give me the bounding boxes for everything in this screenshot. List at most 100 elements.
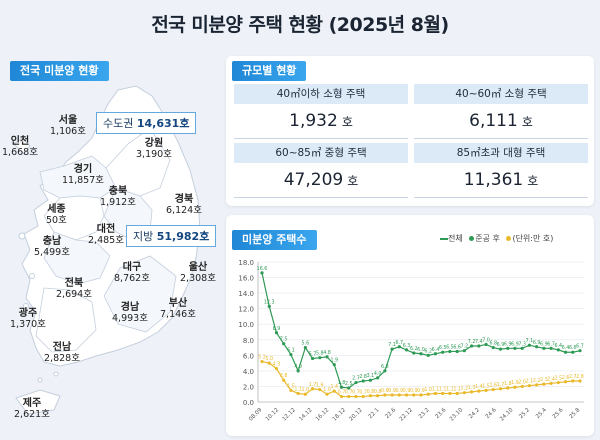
series-completed-data-label: 1.1 bbox=[432, 386, 440, 392]
series-total-point bbox=[469, 344, 474, 348]
size-item-value: 47,209 호 bbox=[283, 170, 359, 190]
series-completed-data-label: 0.8 bbox=[374, 389, 382, 395]
series-completed-point bbox=[347, 394, 351, 399]
x-tick-label: 22.1 bbox=[368, 407, 381, 420]
series-total-data-label: 6.3 bbox=[403, 343, 411, 349]
series-completed-point bbox=[368, 394, 373, 398]
series-completed-point bbox=[535, 383, 539, 387]
series-completed-data-label: 5.2 bbox=[258, 355, 266, 361]
series-completed-data-label: 1.7 bbox=[497, 382, 505, 388]
series-completed-data-label: 4.3 bbox=[273, 362, 281, 368]
series-completed-data-label: 0.7 bbox=[338, 390, 346, 396]
series-total-point bbox=[441, 350, 445, 354]
series-total-point bbox=[296, 369, 300, 373]
series-total-point bbox=[426, 353, 430, 357]
series-total-point bbox=[477, 344, 481, 348]
series-total-point bbox=[332, 363, 336, 367]
region-seoul: 서울 1,106호 bbox=[50, 115, 86, 137]
series-completed-data-label: 1.5 bbox=[287, 383, 295, 389]
series-total-point bbox=[563, 350, 568, 354]
series-completed-point bbox=[448, 391, 452, 396]
chart-panel bbox=[226, 215, 594, 436]
series-completed-point bbox=[419, 393, 423, 397]
korea-map-shape bbox=[13, 85, 201, 415]
x-tick-label: 22.6 bbox=[384, 407, 397, 420]
legend-completed-label: 준공 후 bbox=[475, 234, 500, 243]
series-total-data-label: 5.8 bbox=[316, 351, 324, 357]
series-completed-data-label: 0.9 bbox=[403, 388, 411, 394]
x-tick-label: 23.6 bbox=[435, 407, 448, 420]
series-completed-data-label: 0.9 bbox=[417, 388, 425, 394]
series-total-point bbox=[513, 346, 517, 350]
series-total-data-label: 6.6 bbox=[569, 345, 577, 351]
region-chungbuk: 충북 1,912호 bbox=[100, 186, 136, 208]
series-total-data-label: 7.1 bbox=[526, 338, 534, 344]
series-completed-data-label: 1.1 bbox=[439, 386, 447, 392]
size-grid: 40㎡이하 소형 주택 1,932 호 40~60㎡ 소형 주택 6,111 호 6… bbox=[234, 84, 588, 198]
x-tick-label: 10.12 bbox=[265, 407, 280, 422]
series-completed-data-label: 2.8 bbox=[280, 373, 288, 379]
series-completed-data-label: 2.6 bbox=[562, 375, 570, 381]
series-total-point bbox=[578, 349, 582, 353]
series-total-data-label: 5.6 bbox=[302, 341, 310, 347]
series-completed-point bbox=[303, 392, 307, 396]
series-completed-point bbox=[383, 393, 387, 397]
size-item-label: 60~85㎡ 중형 주택 bbox=[234, 143, 408, 163]
x-tick-label: 23.2 bbox=[418, 407, 431, 420]
series-total-data-label: 7.3 bbox=[518, 341, 526, 347]
series-total-data-label: 2.8 bbox=[359, 374, 367, 380]
legend-total-line bbox=[440, 237, 448, 240]
series-total-point bbox=[310, 356, 315, 361]
series-total-data-label: 4.0 bbox=[294, 364, 302, 370]
series-completed-data-label: 1.8 bbox=[504, 381, 512, 387]
series-total-data-label: 1.8 bbox=[338, 380, 346, 386]
legend-total-label: 전체 bbox=[448, 234, 463, 243]
x-tick-label: 12.12 bbox=[282, 407, 297, 422]
series-completed-point bbox=[260, 359, 264, 364]
series-completed-point bbox=[441, 391, 445, 396]
series-completed-data-label: 1.5 bbox=[482, 383, 490, 389]
series-completed-point bbox=[542, 382, 546, 386]
x-tick-label: 22.12 bbox=[399, 407, 414, 422]
series-total-data-label: 6.5 bbox=[446, 344, 454, 350]
series-completed-point bbox=[390, 393, 394, 397]
series-completed-point bbox=[469, 390, 474, 394]
page-title: 전국 미분양 주택 현황 (2025년 8월) bbox=[151, 14, 449, 36]
series-completed-data-label: 2.3 bbox=[540, 377, 548, 383]
region-jeju: 제주 2,621호 bbox=[14, 398, 50, 420]
series-completed-data-label: 0.8 bbox=[367, 389, 375, 395]
series-total-point bbox=[347, 386, 351, 390]
series-completed-point bbox=[339, 394, 344, 399]
size-item: 40~60㎡ 소형 주택 6,111 호 bbox=[414, 84, 588, 139]
map-section-tag: 전국 미분양 현황 bbox=[10, 61, 109, 81]
series-total-data-label: 4.0 bbox=[374, 371, 382, 377]
region-daegu: 대구 8,762호 bbox=[114, 262, 150, 284]
region-ulsan: 울산 2,308호 bbox=[180, 262, 216, 284]
y-tick-label: 0.0 bbox=[243, 399, 254, 407]
series-completed-point bbox=[332, 389, 336, 393]
series-total-point bbox=[260, 271, 264, 275]
series-completed-point bbox=[498, 387, 503, 391]
series-completed-point bbox=[549, 381, 553, 385]
series-completed-point bbox=[491, 387, 495, 392]
region-gyeongbuk: 경북 6,124호 bbox=[166, 194, 202, 216]
series-completed-point bbox=[282, 378, 286, 382]
y-tick-label: 10.0 bbox=[238, 321, 254, 329]
series-total-point bbox=[549, 346, 553, 350]
series-completed-data-label: 1.1 bbox=[294, 386, 302, 392]
series-total-point bbox=[433, 352, 438, 356]
series-total-data-label: 6.4 bbox=[432, 347, 440, 353]
x-tick-label: 24.2 bbox=[468, 407, 481, 420]
korea-map: 서울 1,106호 인천 1,668호 경기 11,857호 강원 3,190호 충북 1… bbox=[0, 80, 222, 440]
series-total-point bbox=[354, 380, 358, 385]
series-completed-data-label: 1.6 bbox=[316, 383, 324, 389]
series-total-point bbox=[556, 348, 560, 352]
series-total-point bbox=[282, 342, 286, 346]
series-completed-data-label: 0.9 bbox=[395, 388, 403, 394]
series-total-point bbox=[498, 347, 503, 351]
legend-unit-marker bbox=[506, 236, 512, 241]
y-tick-label: 8.0 bbox=[243, 337, 254, 345]
series-total-data-label: 3.1 bbox=[367, 373, 375, 379]
y-tick-label: 16.0 bbox=[238, 275, 254, 283]
series-completed-data-label: 1.0 bbox=[323, 387, 331, 393]
